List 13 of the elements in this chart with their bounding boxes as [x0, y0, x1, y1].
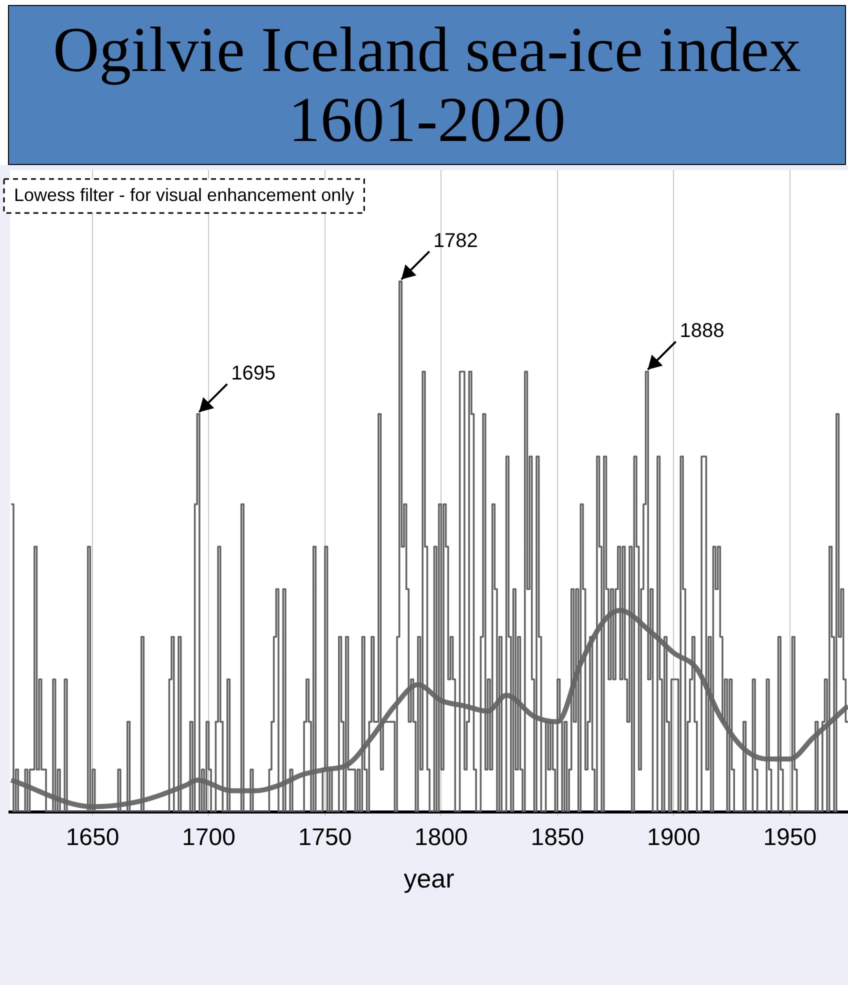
x-tick-label: 1800	[414, 824, 468, 852]
x-tick-label: 1750	[298, 824, 352, 852]
x-tick-label: 1850	[530, 824, 584, 852]
annotation: 1695	[231, 362, 276, 385]
annotation: 1888	[680, 320, 724, 342]
x-tick-label: 1950	[763, 824, 817, 852]
text: Lowess filter - for visual enhancement only	[14, 184, 354, 205]
annotation: 1782	[433, 230, 478, 252]
x-tick-label: 1900	[646, 824, 700, 852]
x-axis-title: year	[404, 864, 455, 894]
x-tick-label: 1650	[66, 824, 120, 852]
x-tick-label: 1700	[182, 824, 236, 852]
chart-title: Ogilvie Iceland sea-ice index 1601-2020	[8, 5, 846, 165]
